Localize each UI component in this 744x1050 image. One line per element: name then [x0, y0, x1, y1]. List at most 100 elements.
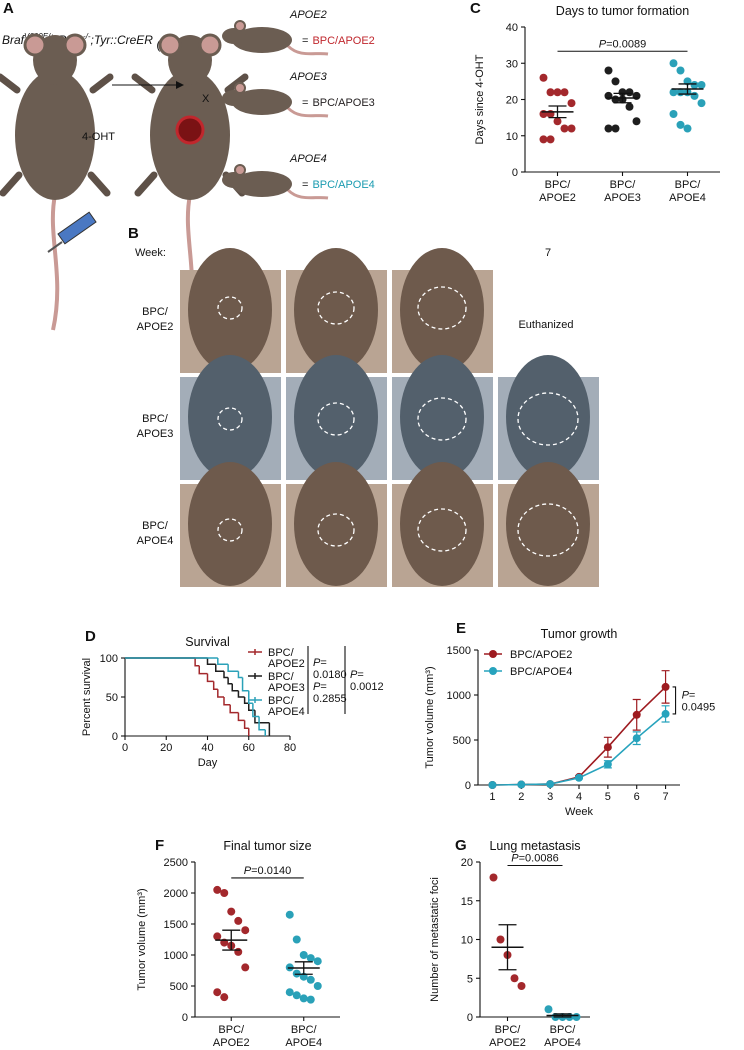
- text-line: APOE2: [539, 192, 576, 204]
- leg: [87, 171, 111, 197]
- sem-bar: [222, 929, 241, 951]
- body: [232, 171, 292, 197]
- y-tick-label: 50: [106, 692, 118, 704]
- text-line: APOE2: [137, 321, 174, 333]
- week: 7: [545, 247, 551, 259]
- mouse-top: [131, 33, 249, 331]
- p-value: P=: [350, 669, 364, 681]
- tumor-outline: [517, 392, 579, 446]
- point: [603, 760, 612, 769]
- y-axis-label: Percent survival: [81, 658, 93, 736]
- x-tick-label: 1: [489, 791, 495, 803]
- p-italic: P: [511, 853, 519, 865]
- text-line: BPC/: [268, 695, 295, 707]
- row-label: BPC/APOE3: [137, 413, 174, 440]
- y-tick-label: 40: [506, 22, 518, 34]
- y-tick-label: 1500: [164, 919, 188, 931]
- survival-step: [206, 673, 214, 683]
- dot: [285, 910, 294, 919]
- x-tick-label: 7: [663, 791, 669, 803]
- sem-bar: [678, 83, 697, 95]
- dot: [669, 88, 678, 97]
- dot: [669, 59, 678, 68]
- mouse-top: [0, 33, 114, 331]
- text-line: BPC/: [142, 520, 169, 532]
- survival-step: [252, 703, 260, 718]
- dot: [313, 982, 322, 990]
- legend-label: BPC/APOE2: [510, 649, 572, 661]
- x-tick-label: BPC/APOE4: [669, 179, 706, 204]
- tumor-outline: [217, 407, 243, 431]
- mouse-side: [222, 20, 329, 56]
- body: [232, 89, 292, 115]
- text-line: APOE4: [285, 1037, 322, 1049]
- panel-label: C: [470, 0, 481, 17]
- y-axis-label: Number of metastatic foci: [429, 877, 441, 1002]
- ear: [158, 33, 182, 57]
- panel-label: A: [3, 0, 14, 17]
- dot: [306, 954, 315, 963]
- mouse-body: [188, 462, 272, 586]
- dot: [544, 1005, 553, 1014]
- tail: [50, 194, 60, 331]
- text-line: APOE4: [669, 192, 706, 204]
- text-line: BPC/: [545, 179, 572, 191]
- sem-bar: [498, 924, 517, 971]
- survival-step: [237, 690, 245, 698]
- chart-title: Lung metastasis: [489, 839, 580, 853]
- dot: [292, 991, 301, 1000]
- dot: [299, 994, 308, 1003]
- x-tick-label: 40: [201, 742, 213, 754]
- p-value-number: 0.0495: [682, 701, 716, 713]
- text-line: BPC/: [291, 1024, 318, 1036]
- mouse-body: [188, 248, 272, 372]
- model: = BPC/APOE3: [302, 97, 375, 109]
- mouse-body: [506, 462, 590, 586]
- chart-title: Survival: [185, 635, 229, 649]
- allele: APOE2: [289, 9, 327, 21]
- allele: APOE4: [289, 153, 327, 165]
- needle: [47, 241, 63, 253]
- dot: [676, 66, 685, 75]
- survival-step: [198, 665, 208, 675]
- text-line: APOE2: [489, 1037, 526, 1049]
- point: [546, 780, 555, 789]
- leg: [0, 171, 23, 197]
- chart-title: Final tumor size: [223, 839, 311, 853]
- point: [488, 781, 497, 789]
- p-text: =0.0089: [606, 38, 646, 50]
- point: [603, 743, 612, 752]
- p-value-number: 0.2855: [313, 693, 347, 705]
- text-line: APOE2: [213, 1037, 250, 1049]
- x-tick-label: BPC/APOE2: [539, 179, 576, 204]
- survival-step: [223, 671, 229, 679]
- allele: APOE3: [289, 71, 328, 83]
- x-tick-label: 4: [576, 791, 582, 803]
- p-value: P=0.0089: [599, 38, 646, 50]
- x-axis-label: Week: [565, 806, 593, 818]
- p-text: =0.0086: [519, 853, 559, 865]
- p-italic: P: [244, 865, 252, 877]
- y-tick-label: 1000: [164, 950, 188, 962]
- y-tick-label: 2500: [164, 857, 188, 869]
- dot: [227, 907, 236, 916]
- point: [661, 682, 670, 691]
- mouse-body: [294, 355, 378, 479]
- mouse-body: [294, 462, 378, 586]
- tumor-outline: [217, 518, 243, 542]
- survival-step: [227, 677, 233, 685]
- x-tick-label: 0: [122, 742, 128, 754]
- y-tick-label: 5: [467, 973, 473, 985]
- dot: [234, 947, 243, 956]
- x-tick-label: 5: [605, 791, 611, 803]
- point: [632, 710, 641, 719]
- survival-step: [215, 664, 224, 673]
- survival-step: [206, 658, 216, 665]
- dot: [611, 124, 620, 133]
- y-tick-label: 20: [506, 95, 518, 107]
- dot: [560, 88, 569, 97]
- dot: [560, 124, 569, 133]
- text-line: BPC/: [218, 1024, 245, 1036]
- dot: [611, 77, 620, 86]
- tail: [286, 188, 329, 200]
